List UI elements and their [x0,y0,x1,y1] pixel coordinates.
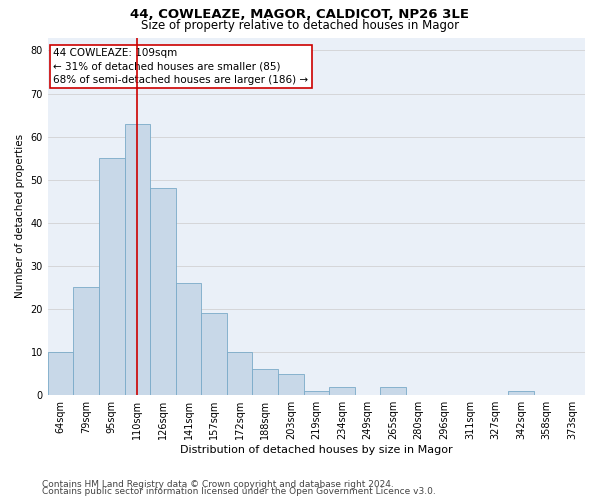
Bar [150,188,176,395]
Bar [278,374,304,395]
Bar [125,124,150,395]
Bar [227,352,253,395]
Bar [380,386,406,395]
Text: Contains HM Land Registry data © Crown copyright and database right 2024.: Contains HM Land Registry data © Crown c… [42,480,394,489]
Bar [253,370,278,395]
Bar [508,391,534,395]
Text: 44, COWLEAZE, MAGOR, CALDICOT, NP26 3LE: 44, COWLEAZE, MAGOR, CALDICOT, NP26 3LE [131,8,470,20]
Bar [201,314,227,395]
Text: 44 COWLEAZE: 109sqm
← 31% of detached houses are smaller (85)
68% of semi-detach: 44 COWLEAZE: 109sqm ← 31% of detached ho… [53,48,308,84]
Bar [176,283,201,395]
Bar [304,391,329,395]
Y-axis label: Number of detached properties: Number of detached properties [15,134,25,298]
Text: Contains public sector information licensed under the Open Government Licence v3: Contains public sector information licen… [42,487,436,496]
Bar [99,158,125,395]
X-axis label: Distribution of detached houses by size in Magor: Distribution of detached houses by size … [180,445,453,455]
Bar [329,386,355,395]
Bar [48,352,73,395]
Bar [73,288,99,395]
Text: Size of property relative to detached houses in Magor: Size of property relative to detached ho… [141,19,459,32]
